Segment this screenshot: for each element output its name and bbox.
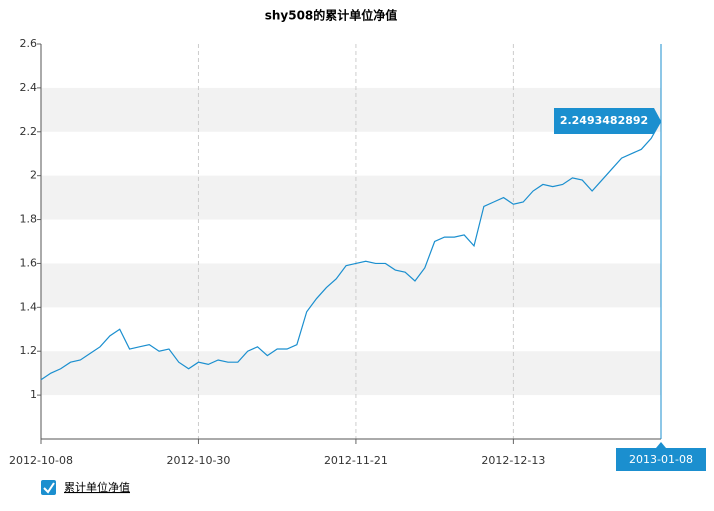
y-tick-label: 2.6	[20, 37, 38, 50]
legend-check	[43, 482, 55, 494]
grid-band	[41, 175, 661, 220]
y-tick-label: 2.4	[20, 81, 38, 94]
legend-checkbox[interactable]	[41, 480, 56, 495]
grid-bands	[41, 87, 661, 396]
grid-band	[41, 263, 661, 308]
x-highlight-label: 2013-01-08	[629, 453, 693, 466]
x-tick-label: 2012-12-13	[481, 454, 545, 467]
x-highlight-box	[616, 442, 706, 471]
tooltip-value: 2.2493482892	[560, 114, 648, 127]
y-tick-label: 1.4	[20, 300, 38, 313]
y-tick-label: 1.2	[20, 344, 38, 357]
tooltip-box	[554, 107, 661, 134]
x-tick-label: 2012-10-30	[166, 454, 230, 467]
y-tick-label: 1.8	[20, 213, 38, 226]
x-tick-label: 2012-11-21	[324, 454, 388, 467]
chart-title: shy508的累计单位净值	[265, 8, 398, 23]
legend-label[interactable]: 累计单位净值	[64, 480, 130, 494]
y-tick-label: 1.6	[20, 256, 38, 269]
y-tick-label: 2.2	[20, 125, 38, 138]
x-tick-label: 2012-10-08	[9, 454, 73, 467]
series-line	[40, 120, 662, 381]
y-tick-label: 2	[30, 169, 37, 182]
grid-band	[41, 351, 661, 396]
y-tick-label: 1	[30, 388, 37, 401]
